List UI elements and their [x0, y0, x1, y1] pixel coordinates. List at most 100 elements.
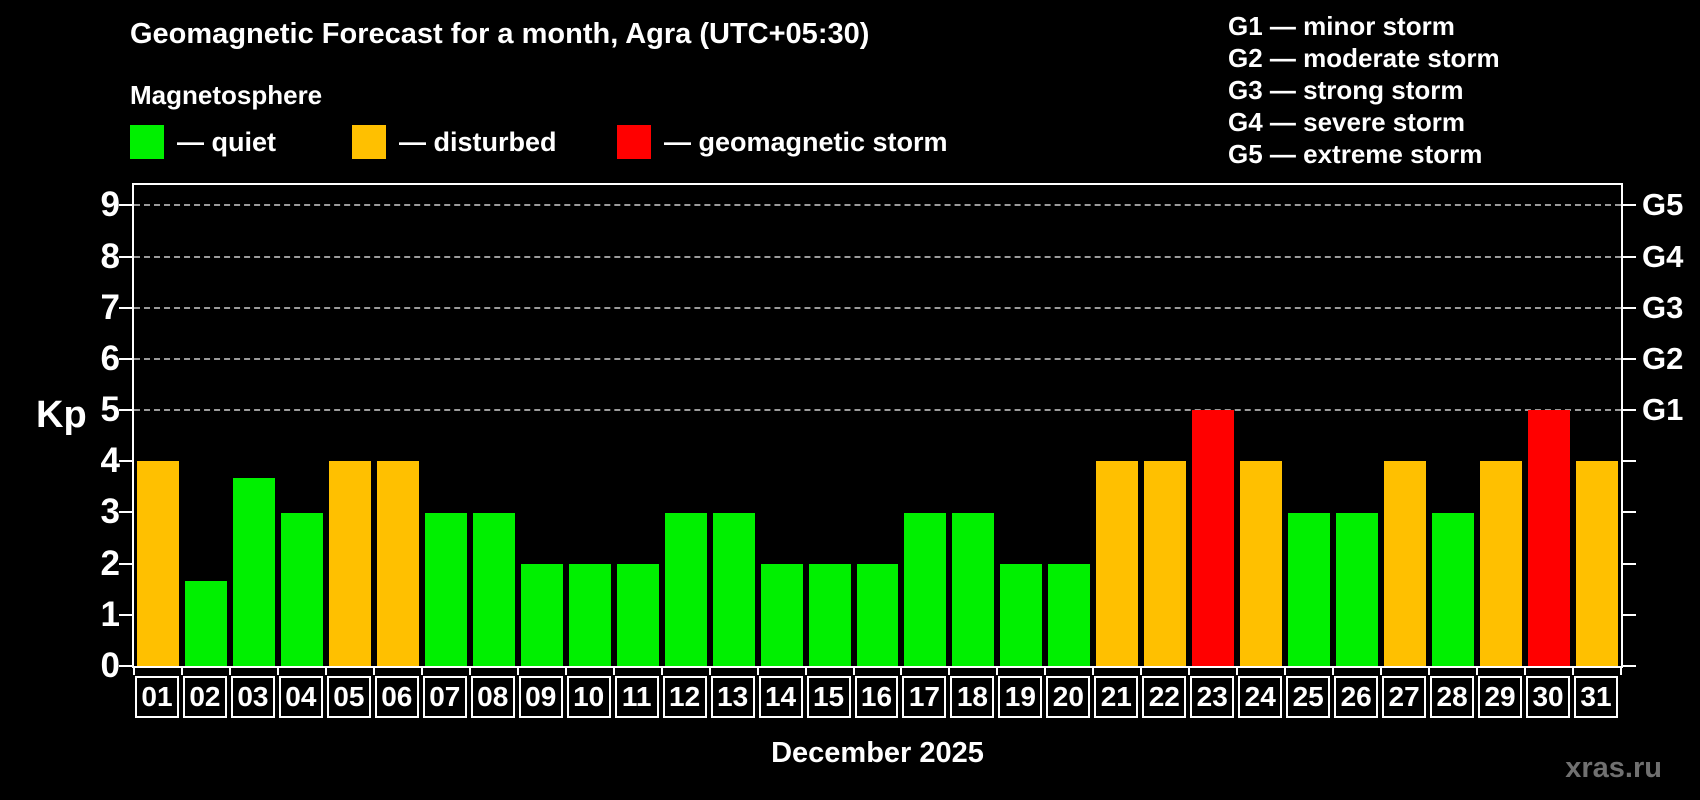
disturbed-color-swatch — [352, 125, 386, 159]
y-tick-right-4 — [1623, 460, 1636, 463]
day-label-02: 02 — [182, 676, 227, 718]
bar-day-11 — [616, 563, 659, 666]
y-tick-right-7 — [1623, 306, 1636, 309]
y-tick-right-1 — [1623, 613, 1636, 616]
x-boundary-tick-27 — [1428, 666, 1431, 675]
day-label-22: 22 — [1142, 676, 1187, 718]
y-tick-right-9 — [1623, 204, 1636, 207]
bar-day-17 — [904, 512, 947, 666]
day-label-25: 25 — [1286, 676, 1331, 718]
bar-day-13 — [712, 512, 755, 666]
y-tick-label-6: 6 — [100, 338, 120, 378]
bar-day-31 — [1576, 461, 1618, 666]
bar-day-05 — [328, 461, 371, 666]
bar-day-08 — [472, 512, 515, 666]
bar-day-16 — [856, 563, 899, 666]
y-tick-label-4: 4 — [100, 441, 120, 481]
y-tick-label-2: 2 — [100, 543, 120, 583]
x-boundary-tick-20 — [1092, 666, 1095, 675]
x-boundary-tick-2 — [228, 666, 231, 675]
y-tick-left-0 — [119, 665, 132, 667]
y-tick-label-0: 0 — [100, 646, 120, 685]
day-label-21: 21 — [1094, 676, 1139, 718]
y-tick-left-3 — [119, 511, 132, 514]
gridline-kp9 — [134, 204, 1621, 207]
y-tick-right-3 — [1623, 511, 1636, 514]
day-label-15: 15 — [806, 676, 851, 718]
bar-day-14 — [760, 563, 803, 666]
y-tick-left-9 — [119, 204, 132, 207]
x-boundary-tick-7 — [468, 666, 471, 675]
g-scale-legend: G1 — minor storm G2 — moderate storm G3 … — [1228, 10, 1500, 170]
right-axis-label-G4: G4 — [1642, 238, 1684, 274]
storm-color-swatch — [617, 125, 651, 159]
gridline-kp8 — [134, 255, 1621, 258]
bar-day-06 — [376, 461, 419, 666]
bar-day-22 — [1144, 461, 1187, 666]
day-label-30: 30 — [1526, 676, 1571, 718]
day-label-05: 05 — [326, 676, 371, 718]
x-boundary-tick-13 — [756, 666, 759, 675]
y-tick-label-9: 9 — [100, 185, 120, 225]
day-label-28: 28 — [1430, 676, 1475, 718]
bar-day-10 — [568, 563, 611, 666]
x-boundary-tick-25 — [1332, 666, 1335, 675]
day-label-06: 06 — [374, 676, 419, 718]
day-label-01: 01 — [135, 676, 179, 718]
y-tick-label-8: 8 — [100, 236, 120, 276]
quiet-color-swatch — [130, 125, 164, 159]
x-boundary-tick-3 — [276, 666, 279, 675]
bar-day-21 — [1096, 461, 1139, 666]
x-boundary-tick-14 — [804, 666, 807, 675]
x-boundary-tick-29 — [1524, 666, 1527, 675]
g1-legend-line: G1 — minor storm — [1228, 11, 1455, 41]
legend-item-storm: — geomagnetic storm — [617, 125, 948, 159]
gridline-kp6 — [134, 357, 1621, 360]
day-label-29: 29 — [1478, 676, 1523, 718]
y-tick-left-8 — [119, 255, 132, 258]
x-boundary-tick-15 — [852, 666, 855, 675]
legend-item-disturbed: — disturbed — [352, 125, 557, 159]
x-boundary-tick-18 — [996, 666, 999, 675]
y-tick-left-2 — [119, 562, 132, 565]
y-tick-label-7: 7 — [100, 287, 120, 327]
legend-label-disturbed: — disturbed — [399, 126, 557, 157]
y-tick-label-3: 3 — [100, 492, 120, 532]
x-boundary-tick-10 — [612, 666, 615, 675]
day-label-11: 11 — [614, 676, 659, 718]
x-boundary-tick-6 — [420, 666, 423, 675]
day-label-27: 27 — [1382, 676, 1427, 718]
x-boundary-tick-28 — [1476, 666, 1479, 675]
x-boundary-tick-5 — [372, 666, 375, 675]
bar-day-02 — [184, 580, 227, 666]
watermark-xras: xras.ru — [1565, 752, 1662, 784]
x-boundary-tick-17 — [948, 666, 951, 675]
x-boundary-tick-16 — [900, 666, 903, 675]
legend-item-quiet: — quiet — [130, 125, 276, 159]
x-boundary-tick-12 — [708, 666, 711, 675]
y-tick-right-8 — [1623, 255, 1636, 258]
x-boundary-tick-0 — [133, 666, 135, 675]
bar-day-03 — [232, 478, 275, 666]
bar-day-04 — [280, 512, 323, 666]
day-label-12: 12 — [662, 676, 707, 718]
y-tick-label-5: 5 — [100, 390, 120, 430]
day-label-23: 23 — [1190, 676, 1235, 718]
right-axis-label-G2: G2 — [1642, 340, 1684, 376]
x-boundary-tick-26 — [1380, 666, 1383, 675]
month-label: December 2025 — [771, 737, 984, 769]
y-tick-left-7 — [119, 306, 132, 309]
day-label-08: 08 — [470, 676, 515, 718]
x-boundary-tick-1 — [180, 666, 183, 675]
g5-legend-line: G5 — extreme storm — [1228, 139, 1483, 169]
day-label-03: 03 — [230, 676, 275, 718]
right-axis-label-G5: G5 — [1642, 187, 1684, 223]
x-boundary-tick-11 — [660, 666, 663, 675]
x-boundary-tick-8 — [516, 666, 519, 675]
bar-day-15 — [808, 563, 851, 666]
day-label-26: 26 — [1334, 676, 1379, 718]
day-label-16: 16 — [854, 676, 899, 718]
day-label-09: 09 — [518, 676, 563, 718]
day-label-24: 24 — [1238, 676, 1283, 718]
